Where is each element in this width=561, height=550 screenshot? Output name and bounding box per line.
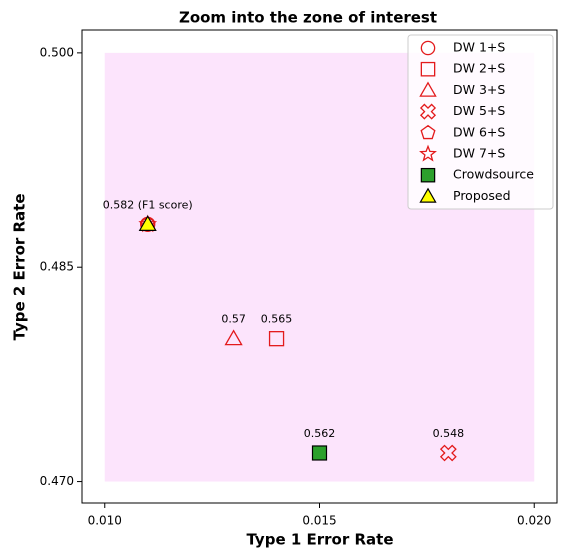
legend-marker (419, 81, 437, 97)
point (311, 445, 328, 461)
point (268, 331, 285, 347)
legend-marker (420, 124, 436, 140)
y-tick-label: 0.500 (40, 45, 74, 59)
point (224, 329, 243, 346)
y-tick-label: 0.470 (40, 474, 74, 488)
x-axis-label: Type 1 Error Rate (246, 531, 393, 549)
legend-marker (419, 103, 437, 120)
legend-box (407, 34, 554, 210)
annotation: 0.57 (221, 313, 246, 326)
legend-label: Crowdsource (453, 167, 534, 182)
legend-marker (419, 187, 437, 203)
chart-title: Zoom into the zone of interest (179, 9, 437, 27)
point (138, 215, 157, 231)
x-tick-label: 0.015 (302, 514, 336, 528)
y-tick-label: 0.485 (40, 260, 74, 274)
legend-label: DW 5+S (453, 103, 505, 118)
legend-label: Proposed (453, 188, 511, 203)
legend-label: DW 2+S (453, 61, 505, 76)
legend-marker (420, 61, 436, 77)
legend-marker (420, 167, 436, 183)
annotation: 0.582 (F1 score) (103, 198, 193, 211)
y-axis-label: Type 2 Error Rate (11, 193, 29, 340)
annotation: 0.565 (261, 313, 293, 326)
annotation: 0.548 (433, 427, 465, 440)
annotation: 0.562 (304, 427, 336, 440)
x-tick-label: 0.010 (88, 514, 122, 528)
legend-label: DW 7+S (453, 146, 505, 161)
legend-label: DW 6+S (453, 124, 505, 139)
point (439, 444, 457, 462)
legend-marker (419, 144, 437, 162)
x-tick-label: 0.020 (517, 514, 551, 528)
legend-label: DW 3+S (453, 82, 505, 97)
legend-label: DW 1+S (453, 40, 505, 55)
legend-marker (420, 40, 436, 56)
